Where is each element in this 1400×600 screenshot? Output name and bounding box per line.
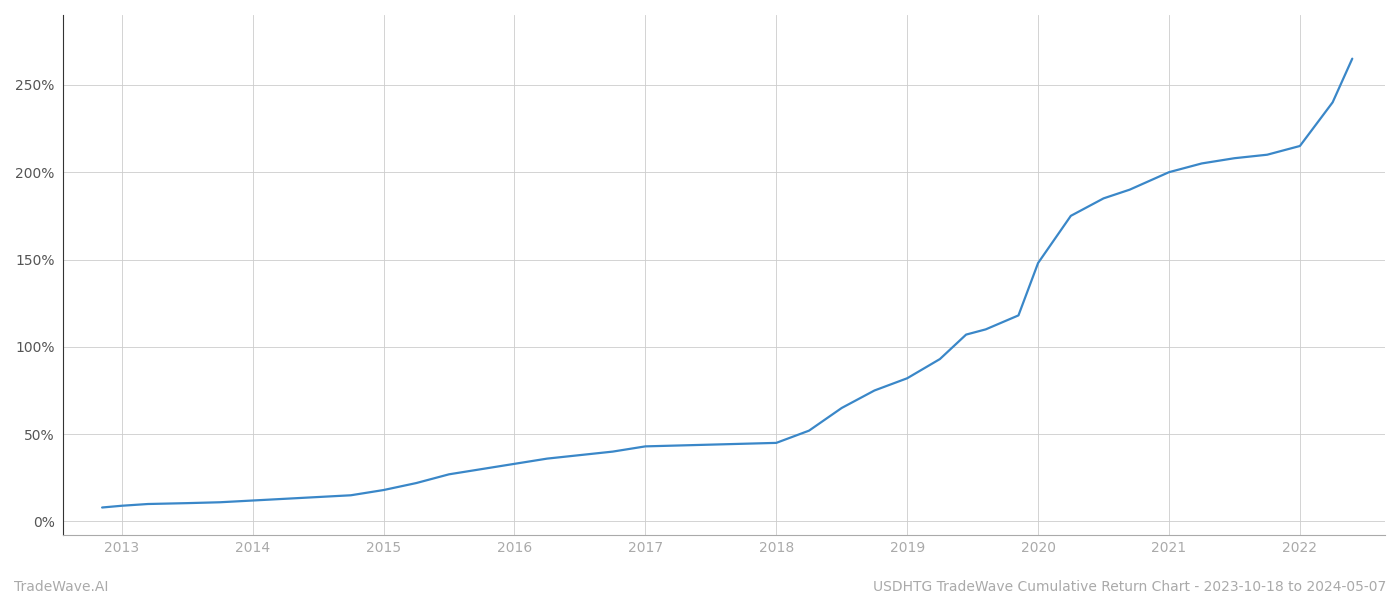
Text: USDHTG TradeWave Cumulative Return Chart - 2023-10-18 to 2024-05-07: USDHTG TradeWave Cumulative Return Chart… bbox=[872, 580, 1386, 594]
Text: TradeWave.AI: TradeWave.AI bbox=[14, 580, 108, 594]
